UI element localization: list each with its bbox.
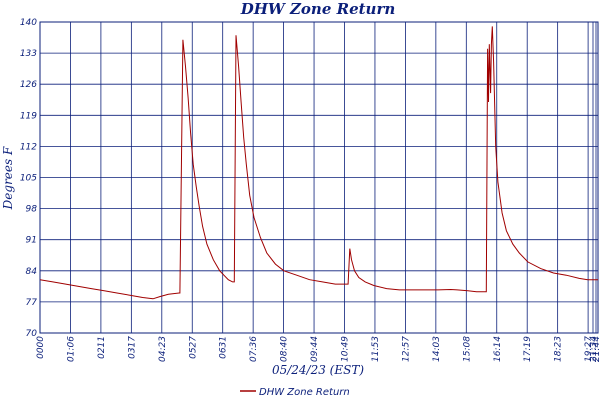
x-tick-label: 01:06 (66, 336, 76, 362)
y-tick-label: 133 (20, 49, 37, 59)
x-tick-label: 17:19 (523, 336, 533, 362)
y-tick-label: 70 (26, 329, 38, 339)
y-tick-label: 105 (20, 174, 37, 184)
x-tick-label: 0317 (127, 336, 137, 359)
x-axis-label: 05/24/23 (EST) (272, 363, 364, 377)
y-tick-label: 119 (20, 111, 37, 121)
x-tick-label: 09:44 (310, 336, 320, 362)
legend-label: DHW Zone Return (259, 387, 350, 398)
y-tick-label: 91 (26, 236, 37, 246)
x-tick-label: 07:36 (249, 336, 259, 362)
x-tick-label: 08:40 (280, 336, 290, 362)
y-tick-label: 140 (20, 18, 37, 28)
x-tick-label: 11:53 (371, 336, 381, 362)
x-tick-label: 19:27 (584, 336, 594, 362)
y-tick-label: 77 (26, 298, 38, 308)
legend: DHW Zone Return (240, 387, 350, 398)
y-tick-label: 98 (26, 205, 38, 215)
x-tick-label: 15:08 (462, 336, 472, 362)
plot-frame (39, 21, 599, 334)
x-tick-label: 21:34 (589, 336, 599, 362)
y-tick-label: 84 (26, 267, 38, 277)
y-tick-labels: 70 77 84 91 98 105 112 119 126 133 140 (20, 18, 37, 339)
x-tick-label: 18:23 (554, 336, 564, 362)
grid (39, 21, 598, 334)
x-tick-label: 10:49 (341, 336, 351, 362)
x-tick-label: 12:57 (401, 336, 411, 362)
x-tick-label: 16:14 (493, 336, 503, 362)
x-tick-label: 0000 (36, 336, 46, 359)
y-tick-label: 126 (20, 80, 37, 90)
x-tick-label: 21:44 (592, 336, 600, 362)
x-tick-label: 0527 (188, 336, 198, 359)
chart-title: DHW Zone Return (240, 0, 396, 18)
y-tick-label: 112 (20, 142, 37, 152)
series-line-dhw-zone-return (39, 26, 598, 300)
x-tick-label: 0631 (219, 336, 229, 359)
x-tick-label: 14:03 (432, 336, 442, 362)
x-tick-labels: 0000 01:06 0211 0317 04:23 0527 0631 07:36 08:40… (36, 336, 600, 362)
x-tick-label: 04:23 (158, 336, 168, 362)
x-tick-label: 0211 (97, 336, 107, 359)
y-axis-label: Degrees F (1, 146, 15, 210)
